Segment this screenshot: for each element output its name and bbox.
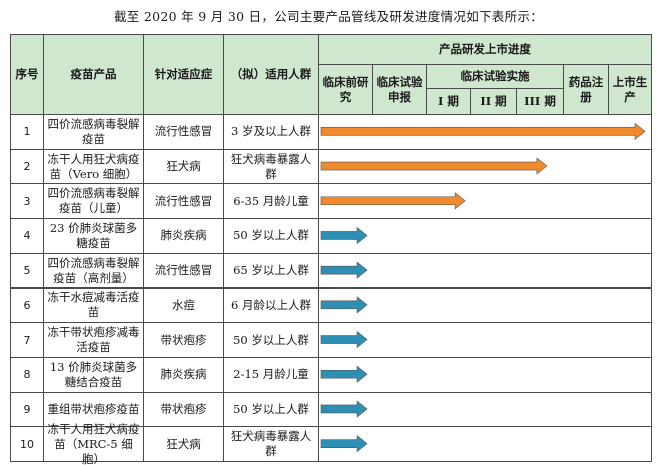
- row-no: 6: [10, 287, 44, 324]
- row-progress-cell: [318, 218, 652, 254]
- row-indication: 流行性感冒: [143, 183, 224, 220]
- row-population: 50 岁以上人群: [223, 391, 319, 428]
- row-population: 65 岁以上人群: [223, 252, 319, 289]
- row-population: 3 岁及以上人群: [223, 114, 319, 150]
- row-indication: 流行性感冒: [143, 114, 224, 150]
- header-population: （拟）适用人群: [223, 34, 319, 115]
- row-vaccine: 四价流感病毒裂解疫苗（高剂量）: [43, 252, 144, 289]
- row-indication: 水痘: [143, 287, 224, 324]
- row-population: 50 岁以上人群: [223, 322, 319, 358]
- row-progress-cell: [318, 114, 652, 150]
- row-progress-cell: [318, 322, 652, 358]
- row-progress-cell: [318, 391, 652, 428]
- header-no: 序号: [10, 34, 44, 115]
- header-progress: 产品研发上市进度: [318, 34, 652, 65]
- row-vaccine: 四价流感病毒裂解疫苗: [43, 114, 144, 150]
- row-indication: 带状疱疹: [143, 322, 224, 358]
- header-vaccine: 疫苗产品: [43, 34, 144, 115]
- row-progress-cell: [318, 148, 652, 185]
- row-no: 7: [10, 322, 44, 358]
- row-vaccine: 13 价肺炎球菌多糖结合疫苗: [43, 356, 144, 393]
- row-progress-cell: [318, 356, 652, 393]
- header-preclinical: 临床前研究: [318, 64, 373, 115]
- row-indication: 狂犬病: [143, 148, 224, 185]
- header-phase2: II 期: [470, 88, 517, 115]
- row-no: 3: [10, 183, 44, 220]
- header-indication: 针对适应症: [143, 34, 224, 115]
- row-progress-cell: [318, 287, 652, 324]
- row-vaccine: 23 价肺炎球菌多糖疫苗: [43, 218, 144, 254]
- header-trial: 临床试验实施: [426, 64, 564, 89]
- header-registration: 药品注册: [563, 64, 609, 115]
- row-vaccine: 冻干人用狂犬病疫苗（MRC-5 细胞）: [43, 422, 144, 465]
- row-indication: 流行性感冒: [143, 252, 224, 289]
- row-vaccine: 四价流感病毒裂解疫苗（儿童）: [43, 183, 144, 220]
- row-population: 6-35 月龄儿童: [223, 183, 319, 220]
- row-indication: 肺炎疾病: [143, 356, 224, 393]
- row-no: 5: [10, 252, 44, 289]
- row-no: 8: [10, 356, 44, 393]
- row-vaccine: 冻干水痘减毒活疫苗: [43, 287, 144, 324]
- row-population: 2-15 月龄儿童: [223, 356, 319, 393]
- row-no: 9: [10, 391, 44, 428]
- row-no: 4: [10, 218, 44, 254]
- table-caption: 截至 2020 年 9 月 30 日，公司主要产品管线及研发进度情况如下表所示：: [113, 9, 543, 24]
- header-launch: 上市生产: [608, 64, 652, 115]
- row-no: 10: [10, 426, 44, 462]
- row-population: 狂犬病毒暴露人群: [223, 148, 319, 185]
- row-population: 6 月龄以上人群: [223, 287, 319, 324]
- row-vaccine: 冻干带状疱疹减毒活疫苗: [43, 322, 144, 358]
- header-phase3: III 期: [516, 88, 564, 115]
- row-no: 2: [10, 148, 44, 185]
- row-no: 1: [10, 114, 44, 150]
- row-progress-cell: [318, 426, 652, 462]
- row-progress-cell: [318, 183, 652, 220]
- row-indication: 带状疱疹: [143, 391, 224, 428]
- row-population: 狂犬病毒暴露人群: [223, 426, 319, 462]
- header-application: 临床试验申报: [372, 64, 427, 115]
- row-indication: 肺炎疾病: [143, 218, 224, 254]
- row-progress-cell: [318, 252, 652, 289]
- header-phase1: I 期: [426, 88, 471, 115]
- row-population: 50 岁以上人群: [223, 218, 319, 254]
- row-vaccine: 冻干人用狂犬病疫苗（Vero 细胞）: [43, 148, 144, 185]
- pipeline-table: 序号 疫苗产品 针对适应症 （拟）适用人群 产品研发上市进度 临床前研究 临床试验申报 临床试…: [10, 34, 652, 465]
- row-indication: 狂犬病: [143, 426, 224, 462]
